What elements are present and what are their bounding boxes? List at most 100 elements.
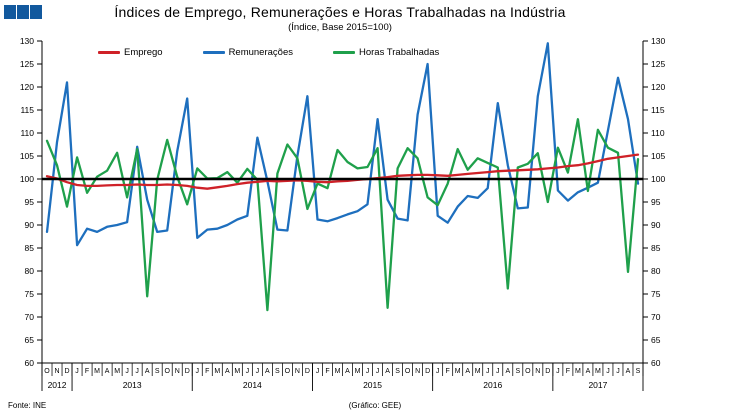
svg-text:M: M [455,368,461,375]
chart-credit: (Gráfico: GEE) [348,401,402,410]
svg-text:M: M [114,368,120,375]
svg-text:O: O [285,368,291,375]
svg-text:95: 95 [25,197,35,207]
source-note: Fonte: INE [8,401,47,410]
svg-text:95: 95 [651,197,661,207]
svg-text:2016: 2016 [483,380,502,390]
svg-text:A: A [505,368,510,375]
svg-text:F: F [325,368,329,375]
svg-text:M: M [595,368,601,375]
svg-text:A: A [385,368,390,375]
svg-text:D: D [65,368,70,375]
svg-text:75: 75 [651,289,661,299]
svg-text:M: M [575,368,581,375]
svg-text:F: F [85,368,89,375]
svg-text:O: O [44,368,50,375]
svg-text:115: 115 [651,105,665,115]
svg-text:115: 115 [20,105,34,115]
svg-text:S: S [515,368,520,375]
svg-text:A: A [586,368,591,375]
svg-text:J: J [366,368,370,375]
svg-text:130: 130 [20,36,34,46]
svg-text:M: M [355,368,361,375]
svg-text:J: J [486,368,490,375]
svg-text:70: 70 [651,312,661,322]
legend: Emprego Remunerações Horas Trabalhadas [98,47,439,58]
svg-text:J: J [316,368,320,375]
svg-text:M: M [234,368,240,375]
svg-text:F: F [446,368,450,375]
svg-text:A: A [626,368,631,375]
svg-text:J: J [376,368,380,375]
svg-text:2012: 2012 [48,380,67,390]
svg-text:60: 60 [25,358,35,368]
svg-text:100: 100 [651,174,665,184]
remuneracoes-line-swatch [202,51,225,54]
svg-text:70: 70 [25,312,35,322]
svg-text:J: J [256,368,260,375]
svg-text:N: N [175,368,180,375]
series-line-remunerações [45,42,640,247]
series-line-horas-trabalhadas [45,118,640,312]
svg-text:2017: 2017 [588,380,607,390]
chart-title: Índices de Emprego, Remunerações e Horas… [114,4,566,20]
svg-text:2015: 2015 [363,380,382,390]
svg-text:J: J [556,368,560,375]
svg-text:J: J [606,368,610,375]
svg-text:J: J [246,368,250,375]
axes [41,41,644,364]
svg-text:S: S [395,368,400,375]
svg-text:65: 65 [25,335,35,345]
svg-text:S: S [155,368,160,375]
logo-squares [4,5,42,19]
svg-text:125: 125 [651,59,665,69]
legend-item-remuneracoes: Remunerações [202,47,293,58]
svg-text:J: J [135,368,139,375]
svg-text:F: F [566,368,570,375]
svg-text:105: 105 [20,151,34,161]
svg-text:J: J [125,368,129,375]
svg-text:A: A [105,368,110,375]
svg-text:M: M [94,368,100,375]
series-line-emprego [45,153,640,190]
svg-text:85: 85 [651,243,661,253]
svg-text:F: F [205,368,209,375]
svg-text:85: 85 [25,243,35,253]
svg-text:2014: 2014 [243,380,262,390]
svg-text:O: O [525,368,531,375]
svg-text:M: M [475,368,481,375]
logo-square [4,5,16,19]
svg-text:A: A [265,368,270,375]
legend-label-remuneracoes: Remunerações [228,47,293,58]
svg-text:90: 90 [25,220,35,230]
svg-text:J: J [196,368,200,375]
svg-text:105: 105 [651,151,665,161]
svg-text:O: O [164,368,170,375]
svg-text:100: 100 [20,174,34,184]
logo-square [17,5,29,19]
svg-text:N: N [415,368,420,375]
svg-text:D: D [425,368,430,375]
horas-line-swatch [332,51,355,54]
svg-text:60: 60 [651,358,661,368]
svg-text:S: S [275,368,280,375]
svg-text:75: 75 [25,289,35,299]
svg-text:110: 110 [651,128,665,138]
logo-square [30,5,42,19]
svg-text:S: S [636,368,641,375]
svg-text:120: 120 [651,82,665,92]
svg-text:120: 120 [20,82,34,92]
svg-text:A: A [345,368,350,375]
svg-text:125: 125 [20,59,34,69]
y-axis-right: 60 65 70 75 80 85 90 95 100 105 110 115 120 125 130 [643,36,665,368]
emprego-line-swatch [98,51,120,54]
svg-text:M: M [335,368,341,375]
svg-text:J: J [75,368,79,375]
legend-item-horas: Horas Trabalhadas [332,47,439,58]
svg-text:D: D [185,368,190,375]
svg-text:D: D [545,368,550,375]
svg-text:O: O [405,368,411,375]
